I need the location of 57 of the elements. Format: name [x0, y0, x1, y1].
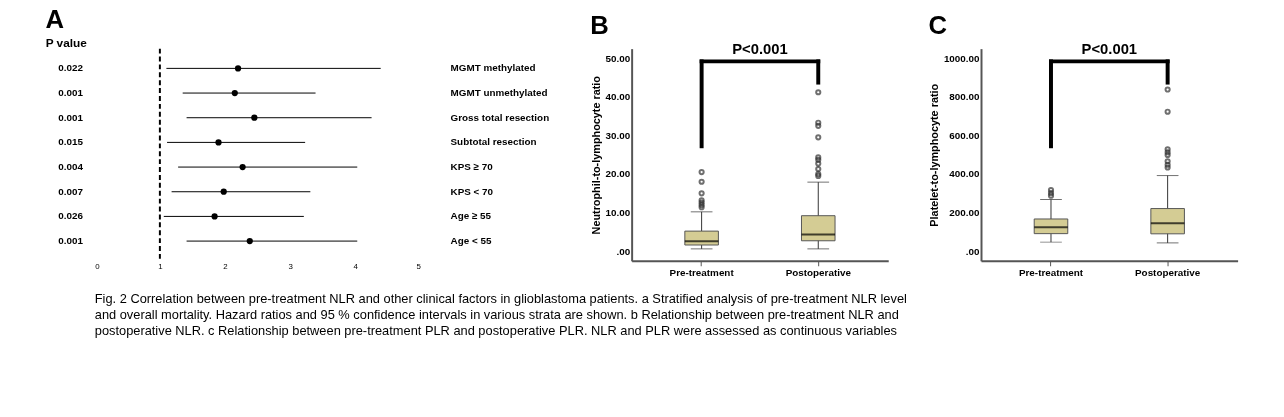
- y-tick-label: 30.00: [605, 129, 631, 141]
- point: [239, 163, 246, 171]
- text: 0.015: [58, 136, 84, 148]
- y-tick-label: .00: [965, 245, 981, 257]
- y-tick-label: 400.00: [949, 168, 981, 180]
- y-tick-label: KPS ≥ 70: [450, 161, 494, 173]
- text: 0.004: [58, 161, 84, 173]
- point: [220, 188, 227, 195]
- text: P value: [45, 35, 88, 50]
- text: 0.007: [58, 185, 84, 197]
- x-tick-label: 0: [95, 262, 101, 272]
- y-tick-label: Subtotal resection: [450, 136, 537, 148]
- text: 0.026: [58, 210, 84, 222]
- y-axis-title: Platelet-to-lymphocyte ratio: [927, 83, 940, 227]
- point: [246, 237, 253, 245]
- y-tick-label: MGMT unmethylated: [450, 87, 548, 99]
- x-tick-label: 2: [223, 262, 228, 272]
- y-tick-label: 800.00: [949, 91, 981, 103]
- x-tick-label: Pre-treatment: [669, 267, 735, 279]
- point: [231, 89, 238, 97]
- text: 0.022: [58, 62, 84, 74]
- y-tick-label: Age < 55: [450, 235, 492, 247]
- point: [215, 139, 222, 146]
- x-tick-label: 1: [158, 262, 163, 272]
- chart-title: C: [928, 10, 948, 39]
- x-tick-label: Postoperative: [1135, 267, 1201, 279]
- x-tick-label: Pre-treatment: [1018, 267, 1084, 279]
- y-tick-label: 600.00: [949, 129, 981, 141]
- text: postoperative NLR. c Relationship between pre-treatment PLR and postoperative PLR. NLR and PLR were assessed as continuous variables: [94, 322, 897, 338]
- y-tick-label: 1000.00: [943, 52, 981, 64]
- x-tick-label: 5: [416, 262, 422, 272]
- y-tick-label: .00: [616, 245, 631, 257]
- chart-title: B: [590, 10, 609, 39]
- text: 0.001: [58, 111, 84, 123]
- y-tick-label: 50.00: [605, 52, 631, 64]
- x-tick-label: 3: [288, 262, 294, 272]
- annotation: P<0.001: [732, 41, 788, 58]
- y-axis-title: Neutrophil-to-lymphocyte ratio: [589, 75, 602, 235]
- chart-title: A: [45, 4, 64, 33]
- text: and overall mortality. Hazard ratios and 95 % confidence intervals in various strata are shown. b Relationship between pre-treatment NLR and: [94, 307, 899, 323]
- y-tick-label: 10.00: [605, 207, 631, 219]
- caption: Fig. 2 Correlation between pre-treatment NLR and other clinical factors in glioblastoma patients. a Stratified analysis of pre-treatment NLR level: [94, 291, 907, 307]
- x-tick-label: 4: [353, 262, 359, 272]
- x-tick-label: Postoperative: [785, 267, 852, 279]
- y-tick-label: KPS < 70: [450, 185, 494, 197]
- annotation: P<0.001: [1081, 41, 1138, 58]
- y-tick-label: MGMT methylated: [450, 62, 536, 74]
- point: [251, 114, 258, 121]
- y-tick-label: Age ≥ 55: [450, 210, 492, 222]
- y-tick-label: 20.00: [605, 168, 631, 180]
- text: 0.001: [58, 87, 84, 99]
- text: 0.001: [58, 235, 84, 247]
- y-tick-label: 200.00: [949, 207, 981, 219]
- y-tick-label: Gross total resection: [450, 111, 550, 123]
- y-tick-label: 40.00: [605, 91, 631, 103]
- point: [234, 65, 242, 72]
- point: [211, 213, 218, 220]
